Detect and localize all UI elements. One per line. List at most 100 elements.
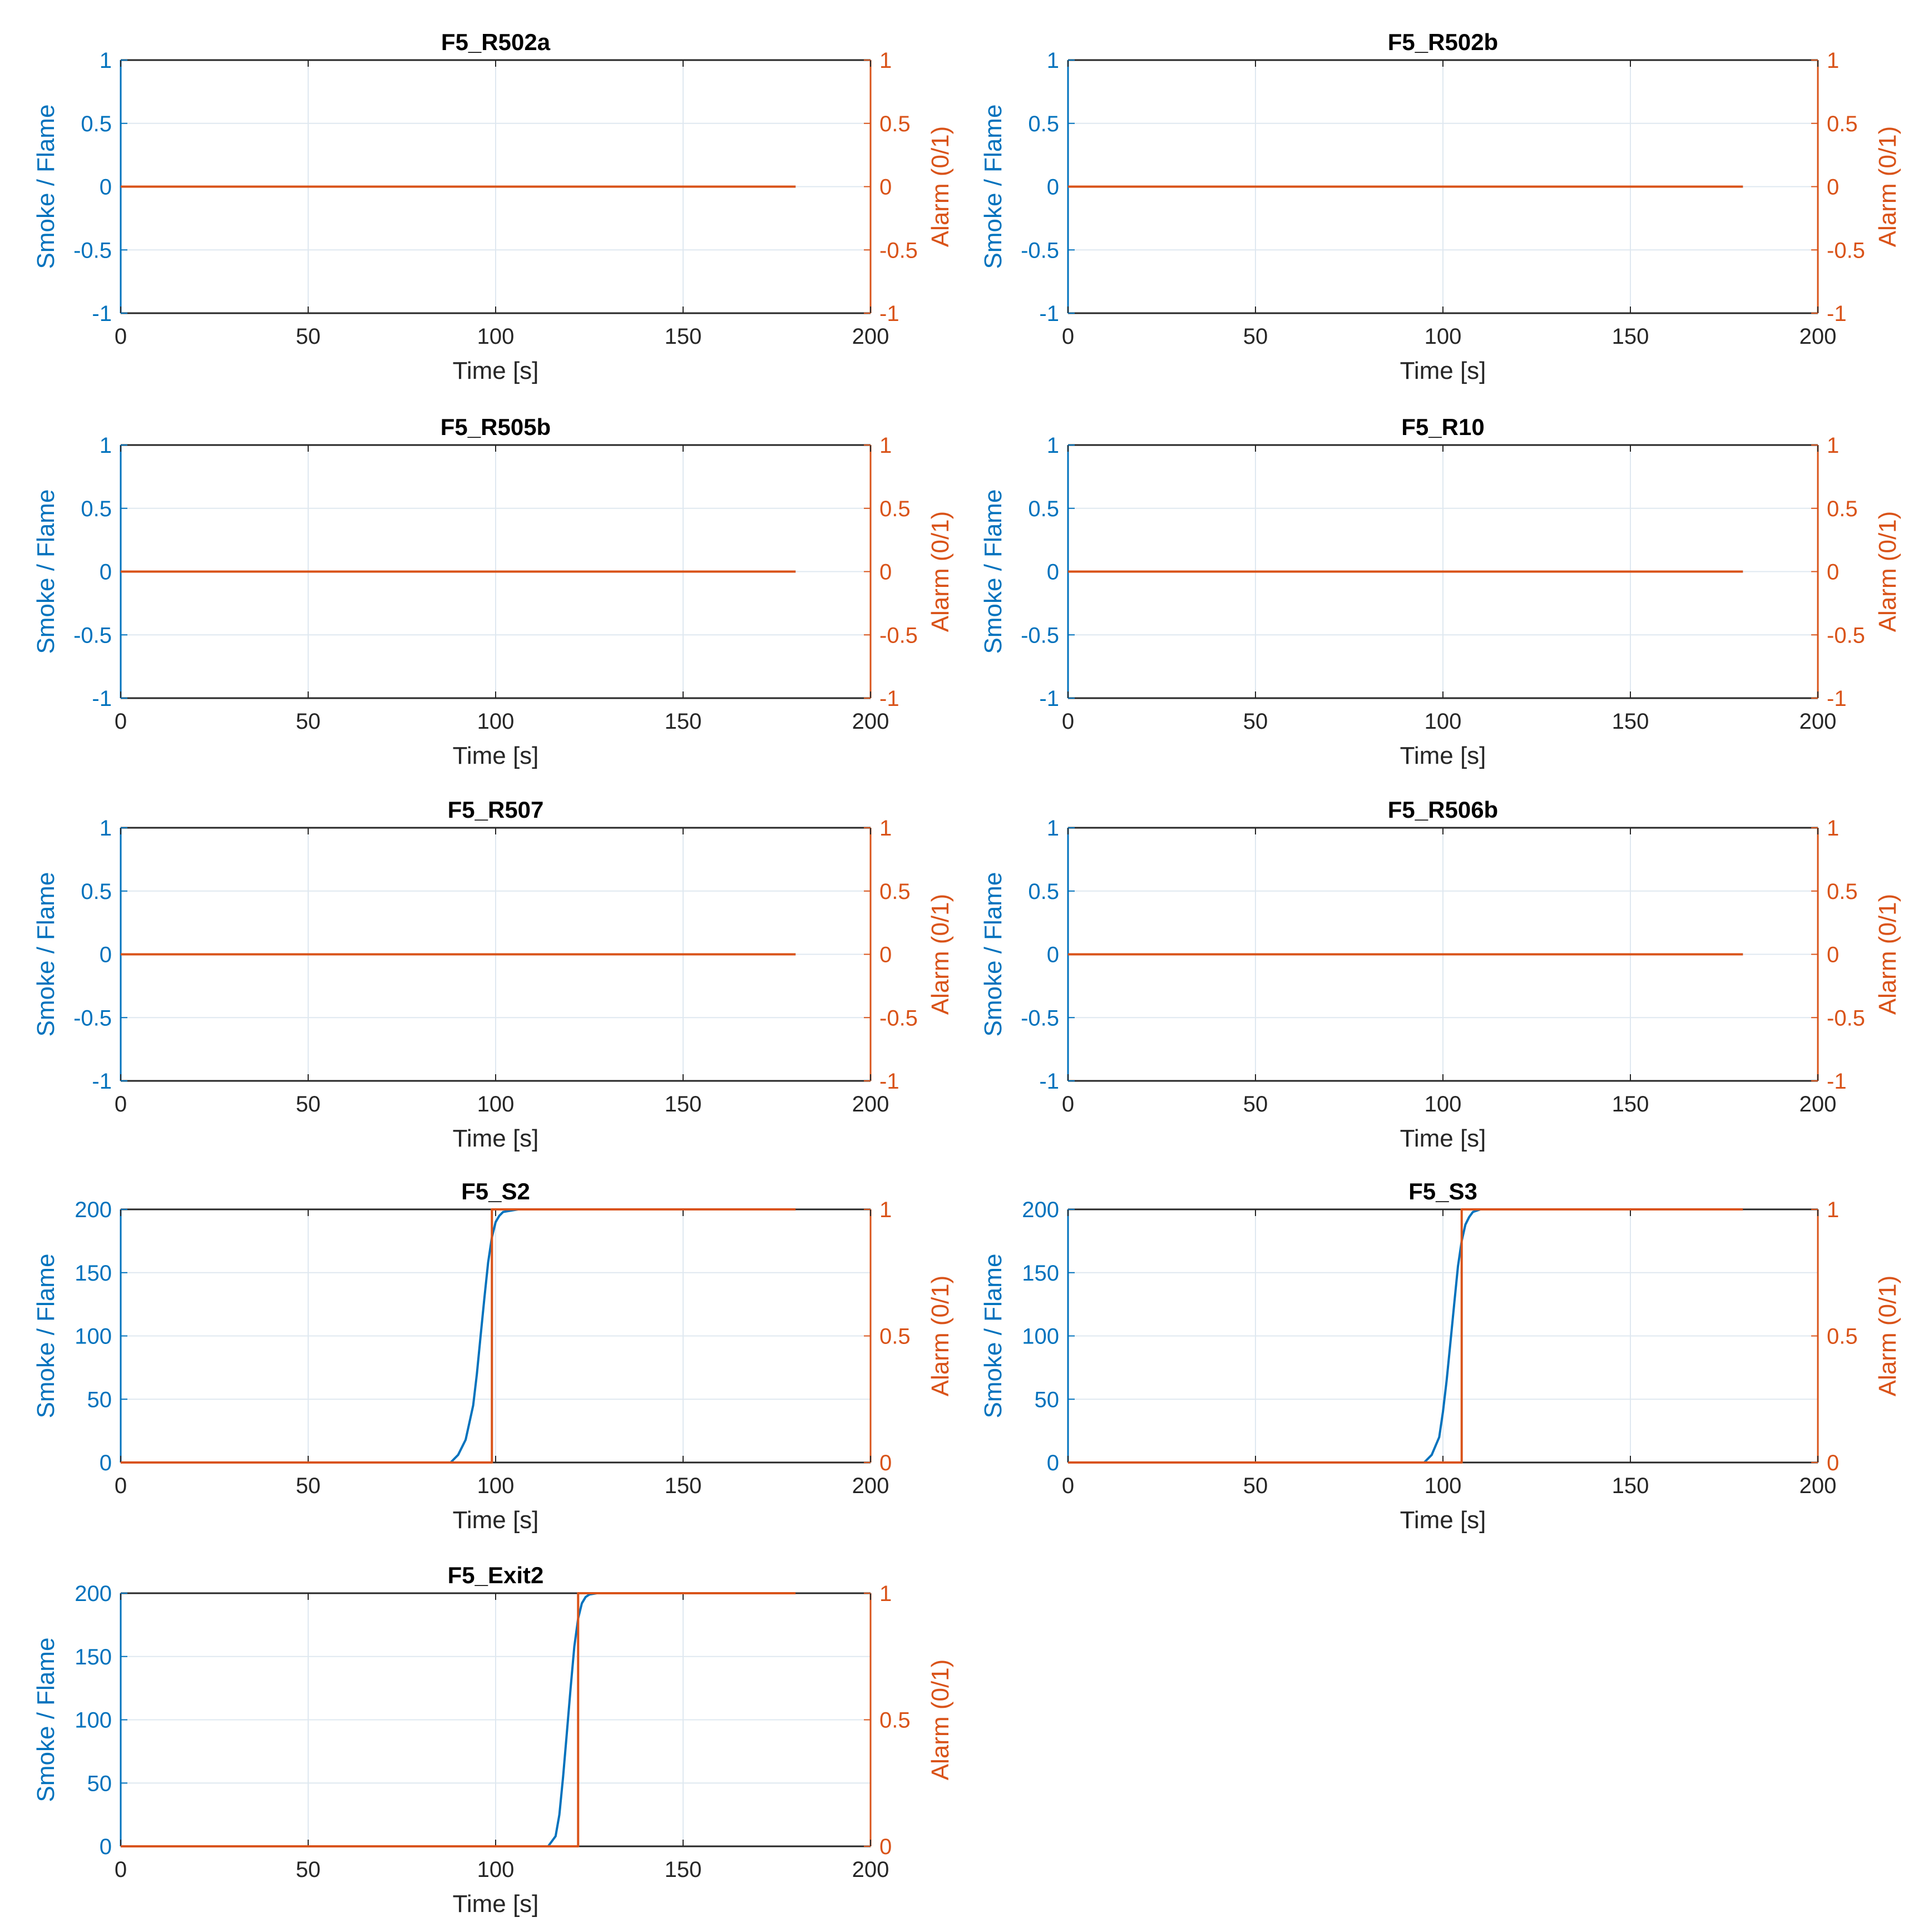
y2-tick-label: 1 bbox=[1827, 48, 1839, 73]
y2-tick-label: -0.5 bbox=[879, 238, 918, 263]
subplot-4: 0 50 100 150 200-1-0.500.51-1-0.500.51F5_R10… bbox=[980, 414, 1901, 769]
x-tick-label: 100 bbox=[477, 1092, 515, 1116]
x-tick-label: 150 bbox=[665, 1474, 702, 1498]
y2-tick-label: 1 bbox=[879, 816, 892, 841]
x-tick-label: 100 bbox=[1425, 1474, 1462, 1498]
subplot-title: F5_R10 bbox=[1401, 414, 1484, 440]
y2-tick-label: -1 bbox=[879, 302, 899, 326]
y-tick-label: 0 bbox=[100, 1451, 112, 1475]
x-axis-label: Time [s] bbox=[453, 742, 539, 769]
subplot-title: F5_R506b bbox=[1388, 797, 1498, 823]
y2-tick-label: 0 bbox=[879, 1835, 892, 1859]
y2-tick-label: 0.5 bbox=[879, 879, 911, 904]
y2-tick-label: 1 bbox=[879, 1582, 892, 1606]
y-tick-label: 100 bbox=[1022, 1325, 1059, 1349]
y-tick-label: 1 bbox=[100, 48, 112, 73]
x-tick-label: 0 bbox=[115, 709, 127, 734]
y2-tick-label: -1 bbox=[1827, 302, 1847, 326]
y-tick-label: 1 bbox=[1047, 48, 1059, 73]
y-tick-label: -1 bbox=[1039, 1069, 1059, 1094]
y-tick-label: 0.5 bbox=[1028, 112, 1059, 136]
x-tick-label: 150 bbox=[665, 709, 702, 734]
y-axis-label: Smoke / Flame bbox=[980, 105, 1007, 269]
subplot-title: F5_S2 bbox=[461, 1178, 530, 1204]
y-tick-label: 1 bbox=[1047, 816, 1059, 841]
subplot-title: F5_S3 bbox=[1408, 1178, 1477, 1204]
y2-tick-label: 0.5 bbox=[1827, 879, 1858, 904]
y2-tick-label: 0.5 bbox=[879, 112, 911, 136]
x-axis-label: Time [s] bbox=[453, 1890, 539, 1918]
y2-tick-label: 0.5 bbox=[879, 1708, 911, 1733]
y2-tick-label: 0 bbox=[1827, 175, 1839, 200]
x-axis-label: Time [s] bbox=[1400, 1125, 1486, 1152]
y2-tick-label: 0.5 bbox=[1827, 497, 1858, 521]
x-tick-label: 0 bbox=[1062, 1092, 1074, 1116]
y2-tick-label: 0.5 bbox=[879, 1325, 911, 1349]
x-tick-label: 100 bbox=[477, 324, 515, 349]
y2-tick-label: -0.5 bbox=[1827, 1006, 1865, 1030]
x-tick-label: 100 bbox=[1425, 324, 1462, 349]
x-axis-label: Time [s] bbox=[1400, 1506, 1486, 1534]
y-tick-label: -1 bbox=[1039, 686, 1059, 711]
x-tick-label: 50 bbox=[1243, 324, 1268, 349]
x-tick-label: 150 bbox=[665, 324, 702, 349]
y2-tick-label: 0 bbox=[879, 560, 892, 585]
subplot-3: 0 50 100 150 200-1-0.500.51-1-0.500.51F5_R50… bbox=[32, 414, 954, 769]
y-tick-label: 0.5 bbox=[81, 497, 112, 521]
y-tick-label: 200 bbox=[75, 1198, 112, 1222]
y-tick-label: 0 bbox=[100, 560, 112, 585]
y2-axis-label: Alarm (0/1) bbox=[1874, 894, 1901, 1015]
x-tick-label: 200 bbox=[852, 1474, 889, 1498]
y2-tick-label: 1 bbox=[1827, 1198, 1839, 1222]
subplot-1: 0 50 100 150 200-1-0.500.51-1-0.500.51F5_R50… bbox=[32, 29, 954, 384]
y2-tick-label: -1 bbox=[1827, 686, 1847, 711]
alarm-series-line bbox=[121, 1208, 796, 1464]
x-tick-label: 50 bbox=[296, 709, 321, 734]
y-tick-label: -0.5 bbox=[73, 623, 112, 648]
alarm-series-line bbox=[121, 1592, 796, 1847]
y2-tick-label: 1 bbox=[879, 1198, 892, 1222]
y2-axis-label: Alarm (0/1) bbox=[927, 894, 954, 1015]
x-tick-label: 200 bbox=[852, 1092, 889, 1116]
subplot-title: F5_R505b bbox=[441, 414, 551, 440]
x-tick-label: 200 bbox=[1800, 324, 1837, 349]
subplot-title: F5_Exit2 bbox=[448, 1562, 544, 1588]
x-tick-label: 50 bbox=[296, 1857, 321, 1882]
y-tick-label: -0.5 bbox=[73, 1006, 112, 1030]
y2-tick-label: 0 bbox=[879, 943, 892, 967]
y-tick-label: 0.5 bbox=[81, 879, 112, 904]
x-tick-label: 0 bbox=[115, 1092, 127, 1116]
y2-tick-label: -0.5 bbox=[1827, 623, 1865, 648]
y-axis-label: Smoke / Flame bbox=[32, 1638, 60, 1802]
y-tick-label: -0.5 bbox=[73, 238, 112, 263]
y-tick-label: -1 bbox=[1039, 302, 1059, 326]
smoke-series-line bbox=[1068, 1208, 1743, 1464]
x-tick-label: 0 bbox=[1062, 1474, 1074, 1498]
y-tick-label: 0 bbox=[100, 175, 112, 200]
x-tick-label: 50 bbox=[296, 324, 321, 349]
y-tick-label: 200 bbox=[75, 1582, 112, 1606]
y2-tick-label: 0 bbox=[1827, 943, 1839, 967]
x-tick-label: 50 bbox=[1243, 1474, 1268, 1498]
y2-tick-label: -1 bbox=[1827, 1069, 1847, 1094]
y-axis-label: Smoke / Flame bbox=[980, 490, 1007, 654]
x-tick-label: 100 bbox=[1425, 709, 1462, 734]
y2-tick-label: -0.5 bbox=[1827, 238, 1865, 263]
x-axis-label: Time [s] bbox=[453, 1125, 539, 1152]
x-tick-label: 200 bbox=[852, 1857, 889, 1882]
x-tick-label: 150 bbox=[1612, 324, 1649, 349]
y2-tick-label: 0.5 bbox=[879, 497, 911, 521]
y2-tick-label: 0.5 bbox=[1827, 112, 1858, 136]
x-tick-label: 100 bbox=[477, 1857, 515, 1882]
x-tick-label: 200 bbox=[1800, 1474, 1837, 1498]
y-tick-label: 0 bbox=[1047, 943, 1059, 967]
x-tick-label: 150 bbox=[665, 1857, 702, 1882]
y-tick-label: -1 bbox=[92, 302, 112, 326]
y-tick-label: 150 bbox=[75, 1645, 112, 1669]
y2-tick-label: -0.5 bbox=[879, 623, 918, 648]
subplot-6: 0 50 100 150 200-1-0.500.51-1-0.500.51F5_R50… bbox=[980, 797, 1901, 1152]
y2-tick-label: 1 bbox=[1827, 816, 1839, 841]
y2-tick-label: 0 bbox=[1827, 560, 1839, 585]
